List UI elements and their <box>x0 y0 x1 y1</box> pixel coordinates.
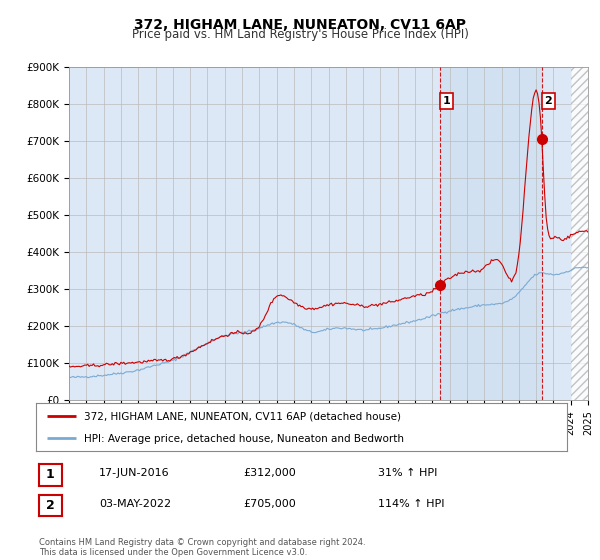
Text: 1: 1 <box>46 468 55 482</box>
Text: 03-MAY-2022: 03-MAY-2022 <box>99 499 171 509</box>
Text: 1: 1 <box>443 96 451 106</box>
Text: 2: 2 <box>46 499 55 512</box>
Text: 372, HIGHAM LANE, NUNEATON, CV11 6AP (detached house): 372, HIGHAM LANE, NUNEATON, CV11 6AP (de… <box>84 412 401 422</box>
Text: 31% ↑ HPI: 31% ↑ HPI <box>378 468 437 478</box>
Text: Price paid vs. HM Land Registry's House Price Index (HPI): Price paid vs. HM Land Registry's House … <box>131 28 469 41</box>
Text: HPI: Average price, detached house, Nuneaton and Bedworth: HPI: Average price, detached house, Nune… <box>84 435 404 445</box>
Text: 372, HIGHAM LANE, NUNEATON, CV11 6AP: 372, HIGHAM LANE, NUNEATON, CV11 6AP <box>134 18 466 32</box>
Text: 17-JUN-2016: 17-JUN-2016 <box>99 468 170 478</box>
Text: £705,000: £705,000 <box>243 499 296 509</box>
Bar <box>440 67 542 400</box>
Text: 114% ↑ HPI: 114% ↑ HPI <box>378 499 445 509</box>
Text: Contains HM Land Registry data © Crown copyright and database right 2024.
This d: Contains HM Land Registry data © Crown c… <box>39 538 365 557</box>
Bar <box>571 67 588 400</box>
Text: £312,000: £312,000 <box>243 468 296 478</box>
Text: 2: 2 <box>544 96 552 106</box>
